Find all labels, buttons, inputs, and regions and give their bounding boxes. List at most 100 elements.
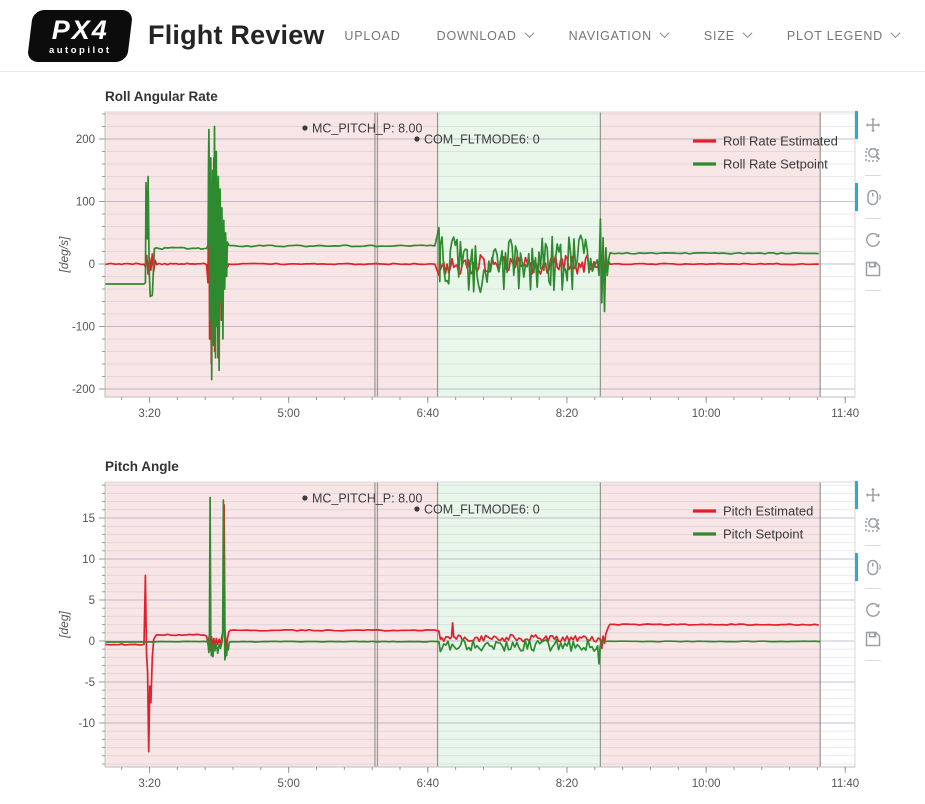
x-tick-label: 5:00 [277,778,299,790]
toolbar-separator [865,175,881,176]
px4-logo-line1: PX4 [51,14,109,45]
box-zoom-tool-button[interactable] [860,511,886,537]
y-tick-label: 0 [89,259,95,271]
box-zoom-tool-button[interactable] [860,141,886,167]
toolbar-separator [865,290,881,291]
x-tick-label: 6:40 [417,778,439,790]
chart-pitch-angle: Pitch Angle 3:20 5:00 6:40 8:20 10:00 11:40 -10… [0,455,925,795]
wheel-zoom-tool-button[interactable] [855,183,886,211]
y-tick-label: 200 [76,134,95,146]
x-tick-label: 10:00 [692,408,721,420]
reset-icon [866,602,881,617]
y-axis-unit-label: [deg] [57,610,71,638]
flight-mode-region-green [437,482,601,767]
nav-item-label: SIZE [703,28,735,43]
legend-label: Roll Rate Setpoint [723,157,828,172]
y-tick-label: 15 [82,513,95,525]
pan-icon [865,487,881,503]
chevron-down-icon [742,27,753,38]
nav-item-label: PLOT LEGEND [786,28,883,43]
box-zoom-icon [865,148,881,162]
chart-title-roll-angular-rate: Roll Angular Rate [105,89,218,104]
nav-item-label: NAVIGATION [568,28,652,43]
y-axis-unit-label: [deg/s] [57,236,71,274]
pan-tool-button[interactable] [855,481,886,509]
x-tick-label: 8:20 [556,778,578,790]
y-tick-label: 100 [76,197,95,209]
legend-label: Pitch Setpoint [723,527,804,542]
reset-tool-button[interactable] [860,597,886,623]
bokeh-toolbar [855,111,888,299]
nav-item-label: DOWNLOAD [436,28,517,43]
nav-item-navigation[interactable]: NAVIGATION [568,27,670,43]
annotation-label: MC_PITCH_P: 8.00 [312,492,423,506]
x-tick-label: 10:00 [692,778,721,790]
wheel-zoom-tool-button[interactable] [855,553,886,581]
pan-tool-button[interactable] [855,111,886,139]
x-tick-label: 11:40 [831,408,859,420]
nav-item-label: UPLOAD [344,28,401,43]
wheel-zoom-icon [867,559,881,576]
legend-item-roll-rate-setpoint[interactable]: Roll Rate Setpoint [693,157,828,172]
flight-mode-region-pink [600,112,821,397]
legend-item-roll-rate-estimated[interactable]: Roll Rate Estimated [693,134,838,149]
x-tick-label: 5:00 [277,408,299,420]
toolbar-separator [865,660,881,661]
annotation-dot [302,495,308,501]
reset-tool-button[interactable] [860,227,886,253]
main-nav: UPLOAD DOWNLOAD NAVIGATION SIZE PLOT LEGEND [344,27,901,43]
bokeh-toolbar [855,481,888,669]
nav-item-plot-legend[interactable]: PLOT LEGEND [786,27,901,43]
nav-item-upload[interactable]: UPLOAD [344,29,400,43]
legend-label: Roll Rate Estimated [723,134,838,149]
page-title: Flight Review [148,20,325,50]
legend-item-pitch-setpoint[interactable]: Pitch Setpoint [693,527,804,542]
series-pitch-setpoint [105,496,821,665]
annotation-dot [302,125,308,131]
series-roll-rate-setpoint [105,125,819,381]
y-tick-label: -100 [72,322,95,334]
box-zoom-icon [865,518,881,532]
legend-label: Pitch Estimated [723,504,813,519]
chart-title-pitch-angle: Pitch Angle [105,459,179,474]
flight-mode-region-pink [105,482,438,767]
annotation-label: MC_PITCH_P: 8.00 [312,122,423,136]
save-tool-button[interactable] [860,256,886,282]
wheel-zoom-icon [867,189,881,206]
annotation-label: COM_FLTMODE6: 0 [424,133,540,147]
pitch-angle-plot[interactable]: 3:20 5:00 6:40 8:20 10:00 11:40 -10 -5 0 5 10 15 [de… [0,455,925,795]
chart-roll-angular-rate: Roll Angular Rate 3:20 5:00 6:40 8:20 10:00 11… [0,85,925,425]
save-icon [865,631,881,647]
pan-icon [865,117,881,133]
y-tick-label: 0 [89,636,95,648]
y-tick-label: 10 [82,554,95,566]
toolbar-separator [865,545,881,546]
nav-item-download[interactable]: DOWNLOAD [436,27,535,43]
nav-item-size[interactable]: SIZE [703,27,753,43]
roll-angular-rate-plot[interactable]: 3:20 5:00 6:40 8:20 10:00 11:40 -200 -100 0 100 20… [0,85,925,425]
series-pitch-estimated [105,504,819,753]
x-tick-label: 3:20 [138,778,160,790]
save-tool-button[interactable] [860,626,886,652]
annotation-label: COM_FLTMODE6: 0 [424,503,540,517]
chevron-down-icon [890,27,901,38]
chevron-down-icon [659,27,670,38]
px4-logo-line2: autopilot [48,44,112,56]
legend-item-pitch-estimated[interactable]: Pitch Estimated [693,504,813,519]
annotation-dot [414,506,420,512]
save-icon [865,261,881,277]
reset-icon [866,232,881,247]
chevron-down-icon [524,27,535,38]
toolbar-separator [865,588,881,589]
y-tick-label: -200 [72,384,95,396]
charts-area: Roll Angular Rate 3:20 5:00 6:40 8:20 10:00 11… [0,72,925,795]
px4-logo[interactable]: PX4 autopilot [26,9,134,62]
annotation-dot [414,136,420,142]
app-header: PX4 autopilot Flight Review UPLOAD DOWNLO… [0,0,925,72]
x-tick-label: 3:20 [138,408,160,420]
y-tick-label: -5 [85,677,95,689]
y-tick-label: -10 [78,718,95,730]
flight-mode-region-pink [105,112,438,397]
x-tick-label: 11:40 [831,778,859,790]
x-tick-label: 8:20 [556,408,578,420]
